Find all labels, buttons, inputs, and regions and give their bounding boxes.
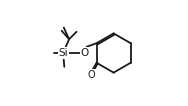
Text: Si: Si xyxy=(58,48,68,58)
Text: O: O xyxy=(88,70,95,80)
Text: O: O xyxy=(81,48,89,58)
